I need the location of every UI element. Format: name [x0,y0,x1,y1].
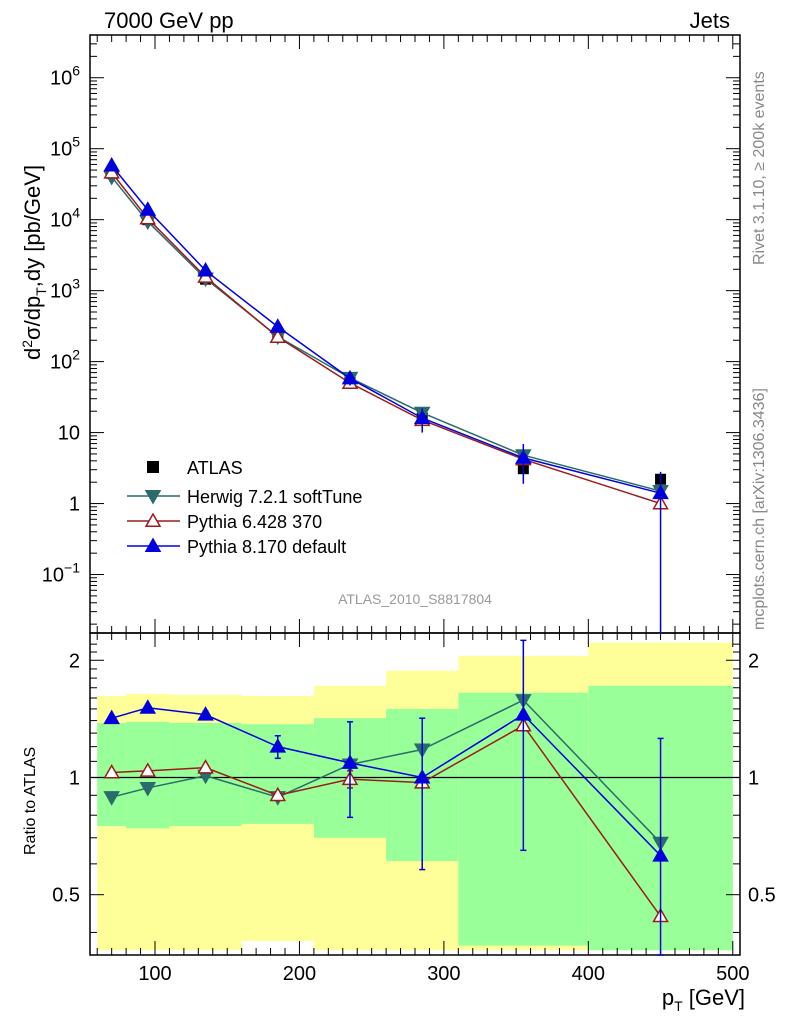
ratio-y-tick-label-right: 0.5 [748,885,776,907]
x-tick-label: 400 [572,963,605,985]
pythia8-ratio-point-1 [139,699,157,714]
legend-atlas-label: ATLAS [187,458,243,478]
pythia8-main-point-7 [652,484,669,500]
main-y-tick-label: 103 [50,276,80,303]
ratio-y-tick-label: 0.5 [52,885,80,907]
legend-herwig-label: Herwig 7.2.1 softTune [187,487,362,507]
pythia6-ratio-point-2 [197,759,214,774]
main-y-tick-label: 10 [58,423,80,445]
pythia8-ratio-point-3 [269,738,287,753]
pythia8-main-point-1 [139,201,157,216]
ratio-y-tick-label-right: 1 [748,767,759,789]
legend-pythia8-label: Pythia 8.170 default [187,537,346,557]
ratio-y-tick-label-right: 2 [748,650,759,672]
herwig-ratio-point-1 [139,781,157,797]
pythia8-ratio-point-5 [413,768,431,784]
pythia8-ratio-point-6 [515,706,532,721]
legend-pythia6-label: Pythia 6.428 370 [187,512,322,532]
pythia8-main-point-5 [413,409,431,425]
main-y-tick-label: 105 [50,134,80,161]
header-right: Jets [690,8,730,33]
main-y-tick-label: 1 [69,494,80,516]
main-y-tick-label: 106 [50,63,80,90]
pythia6-ratio-point-3 [269,786,287,802]
pythia8-ratio-point-2 [197,706,214,721]
x-tick-label: 100 [138,963,171,985]
x-tick-label: 300 [427,963,460,985]
herwig-ratio-line [111,699,662,844]
ratio-y-tick-label: 2 [69,650,80,672]
watermark: ATLAS_2010_S8817804 [338,591,492,607]
pythia8-main-point-0 [103,156,120,172]
pythia8-ratio-point-0 [103,709,120,725]
pythia8-ratio-point-4 [341,754,359,769]
pythia8-ratio-point-7 [652,847,669,862]
pythia8-main-point-6 [515,449,532,464]
main-y-tick-label: 10−1 [42,560,80,587]
legend-herwig-marker [144,490,162,505]
main-y-tick-label: 104 [50,205,80,232]
pythia6-ratio-line [111,724,662,917]
pythia6-main-point-3 [269,328,287,344]
pythia6-main-line [111,172,661,505]
pythia8-main-point-3 [269,318,287,333]
legend-pythia6-marker [144,512,162,527]
x-tick-label: 200 [283,963,316,985]
main-y-tick-label: 102 [50,347,80,374]
pythia6-ratio-point-0 [103,763,120,779]
herwig-main-line [111,176,661,492]
pythia8-main-line [111,165,661,494]
x-axis-label: pT [GeV] [662,985,745,1014]
ratio-y-tick-label: 1 [69,767,80,789]
x-tick-label: 500 [716,963,749,985]
rivet-label: Rivet 3.1.10, ≥ 200k events [751,71,768,265]
pythia8-ratio-line [111,707,662,857]
pythia6-main-point-1 [139,209,157,225]
pythia8-main-point-4 [341,369,359,385]
herwig-ratio-point-0 [103,791,120,806]
pythia6-main-point-0 [103,164,120,179]
pythia8-main-point-2 [197,262,214,277]
main-y-axis-label: d2σ/dpT,dy [pb/GeV] [19,165,49,360]
pythia6-ratio-point-1 [139,762,157,777]
mcplots-label: mcplots.cern.ch [arXiv:1306.3436] [751,388,768,630]
legend-atlas-marker [147,461,159,473]
ratio-y-axis-label: Ratio to ATLAS [22,747,39,855]
legend-pythia8-marker [144,537,162,552]
header-left: 7000 GeV pp [104,8,234,33]
